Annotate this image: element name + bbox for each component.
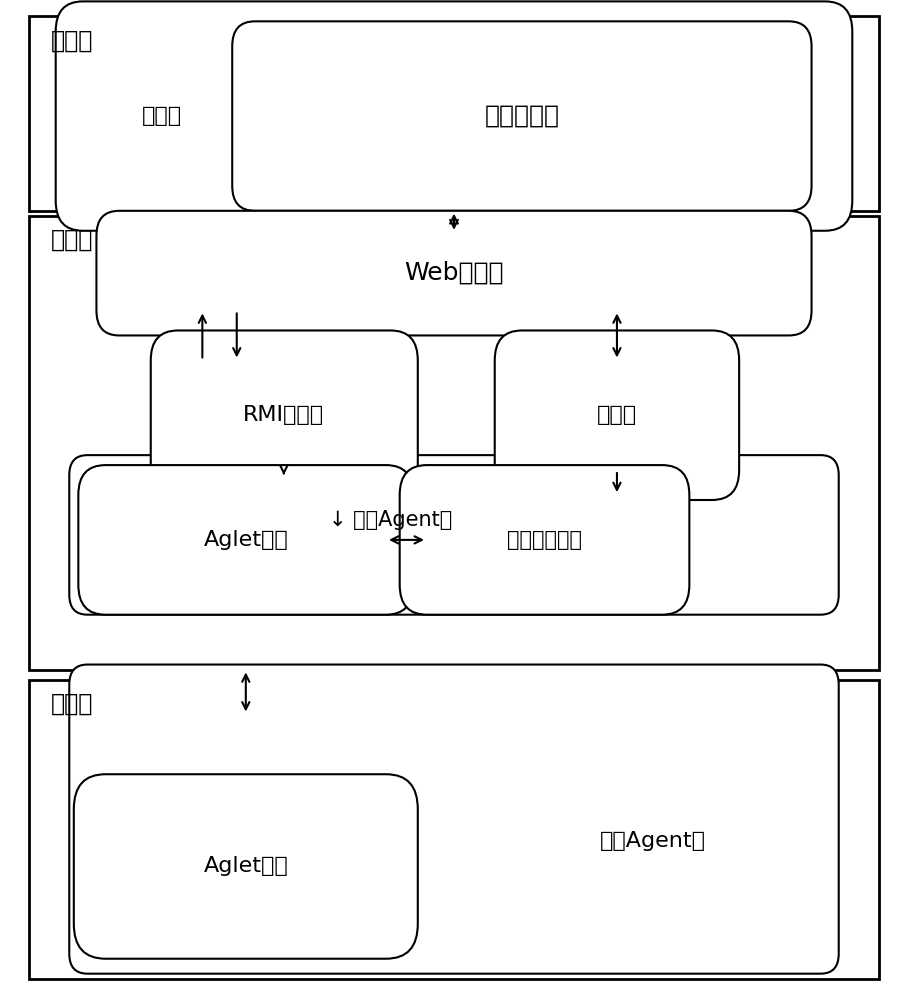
Text: 客户端: 客户端 [51, 28, 94, 52]
Text: 数据层: 数据层 [597, 405, 637, 425]
FancyBboxPatch shape [69, 665, 839, 974]
Text: 移动Agent层: 移动Agent层 [600, 831, 706, 851]
FancyBboxPatch shape [96, 211, 812, 335]
Text: ↓ 移动Agent层: ↓ 移动Agent层 [329, 510, 452, 530]
Text: 服务器: 服务器 [51, 228, 94, 252]
FancyBboxPatch shape [74, 774, 418, 959]
FancyBboxPatch shape [69, 455, 839, 615]
Bar [28, 680, 880, 979]
FancyBboxPatch shape [78, 465, 413, 615]
Text: 工作站: 工作站 [51, 691, 94, 715]
FancyBboxPatch shape [151, 330, 418, 500]
Text: Aglet平台: Aglet平台 [203, 856, 288, 876]
FancyBboxPatch shape [232, 21, 812, 211]
Bar [28, 16, 880, 211]
Bar [28, 216, 880, 670]
FancyBboxPatch shape [400, 465, 689, 615]
Text: 建模显示层: 建模显示层 [484, 104, 559, 128]
Text: 浏览器: 浏览器 [142, 106, 182, 126]
Text: Aglet平台: Aglet平台 [203, 530, 288, 550]
Text: 设计流程引擎: 设计流程引擎 [507, 530, 582, 550]
Text: RMI中间件: RMI中间件 [243, 405, 324, 425]
FancyBboxPatch shape [495, 330, 739, 500]
FancyBboxPatch shape [55, 1, 853, 231]
Text: Web服务层: Web服务层 [404, 261, 504, 285]
